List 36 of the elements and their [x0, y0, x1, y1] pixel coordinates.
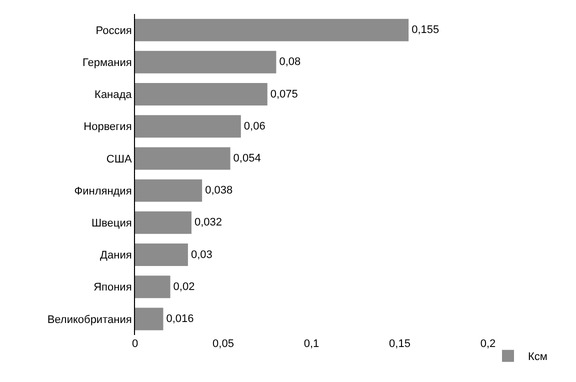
bar — [135, 18, 409, 42]
data-label: 0,02 — [173, 280, 195, 293]
x-tick-label: 0 — [132, 338, 138, 350]
bar — [135, 115, 241, 138]
y-tick-label: США — [106, 153, 132, 166]
y-tick-label: Швеция — [91, 218, 132, 230]
data-label: 0,06 — [244, 120, 266, 132]
data-label: 0,038 — [205, 184, 233, 197]
data-label: 0,054 — [233, 152, 261, 164]
bar — [135, 147, 230, 170]
data-label: 0,075 — [270, 88, 298, 100]
legend-label: Ксм — [528, 351, 548, 364]
y-tick-label: Финляндия — [74, 185, 132, 198]
data-label: 0,08 — [279, 56, 301, 68]
y-tick-label: Дания — [100, 250, 132, 262]
y-tick-label: Германия — [82, 57, 132, 69]
data-label: 0,016 — [166, 312, 194, 325]
data-label: 0,03 — [190, 248, 212, 261]
data-label: 0,032 — [194, 216, 222, 229]
x-tick-label: 0,1 — [304, 338, 320, 350]
y-tick-label: Норвегия — [84, 121, 132, 134]
data-label: 0,155 — [412, 24, 440, 36]
bar — [135, 50, 276, 74]
x-tick-label: 0,05 — [212, 338, 234, 350]
bar — [135, 83, 268, 106]
y-tick-label: Великобритания — [47, 314, 132, 326]
bar — [135, 244, 188, 266]
bar — [135, 211, 192, 234]
y-tick-label: Канада — [94, 89, 133, 102]
bar — [135, 179, 202, 202]
y-tick-label: Россия — [96, 24, 132, 37]
bar — [135, 308, 164, 330]
x-tick-label: 0,15 — [389, 338, 410, 350]
bar — [135, 276, 170, 298]
y-tick-label: Япония — [94, 282, 132, 294]
x-tick-label: 0,2 — [480, 338, 496, 350]
